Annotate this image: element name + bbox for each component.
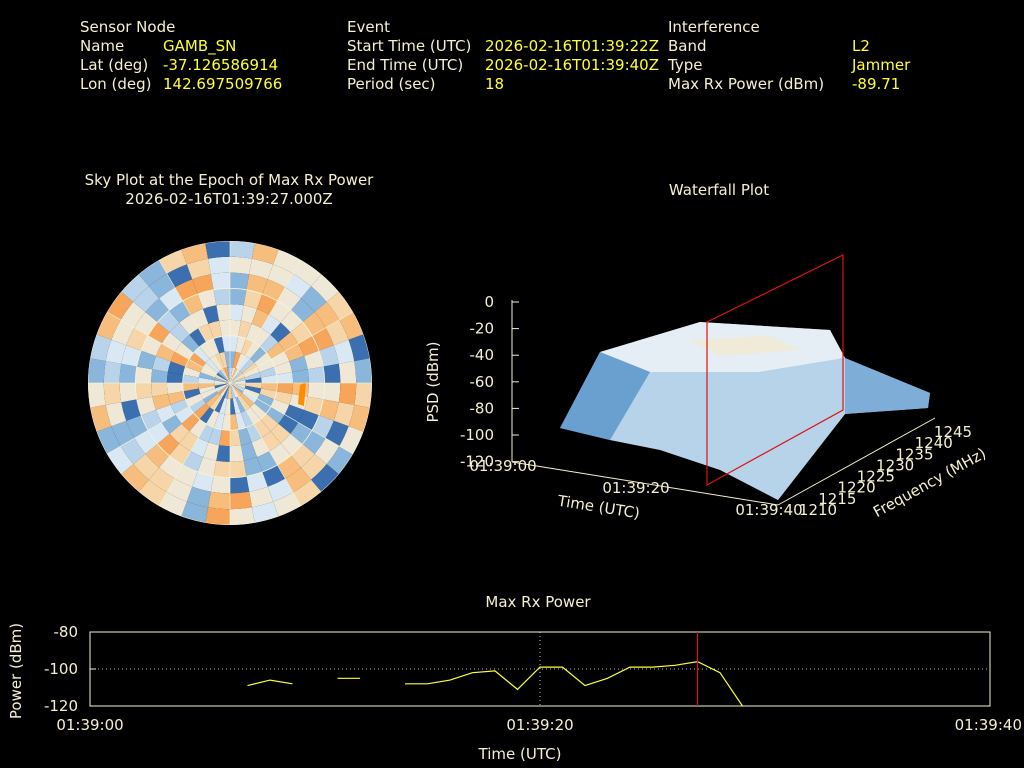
max-power-y-tick-label: -120 [44, 697, 78, 715]
max-power-x-tick-label: 01:39:20 [506, 716, 573, 734]
max-power-x-tick-label: 01:39:00 [56, 716, 123, 734]
waterfall-freq-tick-label: 1225 [857, 468, 895, 486]
sensor-name-value: GAMB_SN [163, 37, 237, 55]
event-heading: Event [347, 18, 390, 36]
sky-plot [88, 241, 372, 525]
waterfall-freq-tick-label: 1215 [818, 490, 856, 508]
max-power-title: Max Rx Power [485, 593, 591, 611]
max-power-y-ticks: -80 -100 -120 [44, 623, 96, 715]
waterfall-z-tick-label: -120 [460, 453, 494, 471]
event-start-value: 2026-02-16T01:39:22Z [485, 37, 659, 55]
sensor-heading: Sensor Node [80, 18, 176, 36]
event-period-label: Period (sec) [347, 75, 436, 93]
waterfall-z-tick-label: -60 [470, 373, 495, 391]
waterfall-z-tick-label: -40 [470, 346, 495, 364]
interference-power-label: Max Rx Power (dBm) [668, 75, 825, 93]
waterfall-time-ticks: 01:39:00 01:39:20 01:39:40 [469, 457, 802, 519]
waterfall-z-tick-label: -80 [470, 399, 495, 417]
waterfall-freq-tick-label: 1245 [934, 423, 972, 441]
sensor-name-label: Name [80, 37, 125, 55]
waterfall-time-tick-label: 01:39:20 [602, 479, 669, 497]
event-start-label: Start Time (UTC) [347, 37, 472, 55]
event-end-label: End Time (UTC) [347, 56, 464, 74]
waterfall-freq-tick-label: 1230 [876, 456, 914, 474]
waterfall-freq-tick-label: 1210 [799, 501, 837, 519]
max-power-x-ticks: 01:39:00 01:39:20 01:39:40 [56, 716, 1022, 734]
event-period-value: 18 [485, 75, 505, 93]
waterfall-z-ticks: 0 -20 -40 -60 -80 -100 -120 [460, 293, 519, 471]
sky-plot-title: Sky Plot at the Epoch of Max Rx Power [84, 171, 374, 189]
event-end-value: 2026-02-16T01:39:40Z [485, 56, 659, 74]
sensor-lat-value: -37.126586914 [163, 56, 279, 74]
interference-type-value: Jammer [852, 56, 911, 74]
waterfall-freq-tick-label: 1235 [895, 445, 933, 463]
max-power-series [247, 660, 743, 707]
interference-heading: Interference [668, 18, 760, 36]
waterfall-time-tick-label: 01:39:40 [735, 501, 802, 519]
sky-plot-heatmap [88, 241, 372, 525]
max-power-chart: -80 -100 -120 01:39:00 01:39:20 01:39:40 Tim… [7, 623, 1022, 763]
waterfall-z-tick-label: -20 [470, 320, 495, 338]
sky-plot-grid [88, 241, 372, 525]
interference-power-value: -89.71 [852, 75, 901, 93]
max-power-y-tick-label: -100 [44, 660, 78, 678]
waterfall-z-tick-label: -100 [460, 426, 494, 444]
sensor-lon-label: Lon (deg) [80, 75, 152, 93]
waterfall-title: Waterfall Plot [668, 181, 770, 199]
max-power-series-segment [405, 660, 743, 707]
max-power-y-label: Power (dBm) [7, 623, 25, 719]
waterfall-z-tick-label: 0 [484, 293, 494, 311]
waterfall-z-label: PSD (dBm) [424, 341, 442, 422]
max-power-grid [90, 632, 990, 706]
waterfall-plot: 0-20-40-60-80-100-120 01:39:0001:39:2001… [424, 254, 989, 522]
interference-band-label: Band [668, 37, 707, 55]
waterfall-time-tick-label: 01:39:00 [469, 457, 536, 475]
waterfall-freq-tick-label: 1220 [837, 479, 875, 497]
sensor-lon-value: 142.697509766 [163, 75, 283, 93]
max-power-y-tick-label: -80 [54, 623, 79, 641]
waterfall-epoch-plane [706, 254, 844, 487]
max-power-x-label: Time (UTC) [478, 745, 562, 763]
interference-type-label: Type [668, 56, 703, 74]
waterfall-freq-tick-label: 1240 [915, 434, 953, 452]
sensor-lat-label: Lat (deg) [80, 56, 149, 74]
max-power-x-tick-label: 01:39:40 [955, 716, 1022, 734]
waterfall-surface [560, 322, 930, 500]
max-power-series-segment [247, 679, 293, 687]
interference-band-value: L2 [852, 37, 870, 55]
sky-plot-epoch: 2026-02-16T01:39:27.000Z [125, 190, 333, 208]
